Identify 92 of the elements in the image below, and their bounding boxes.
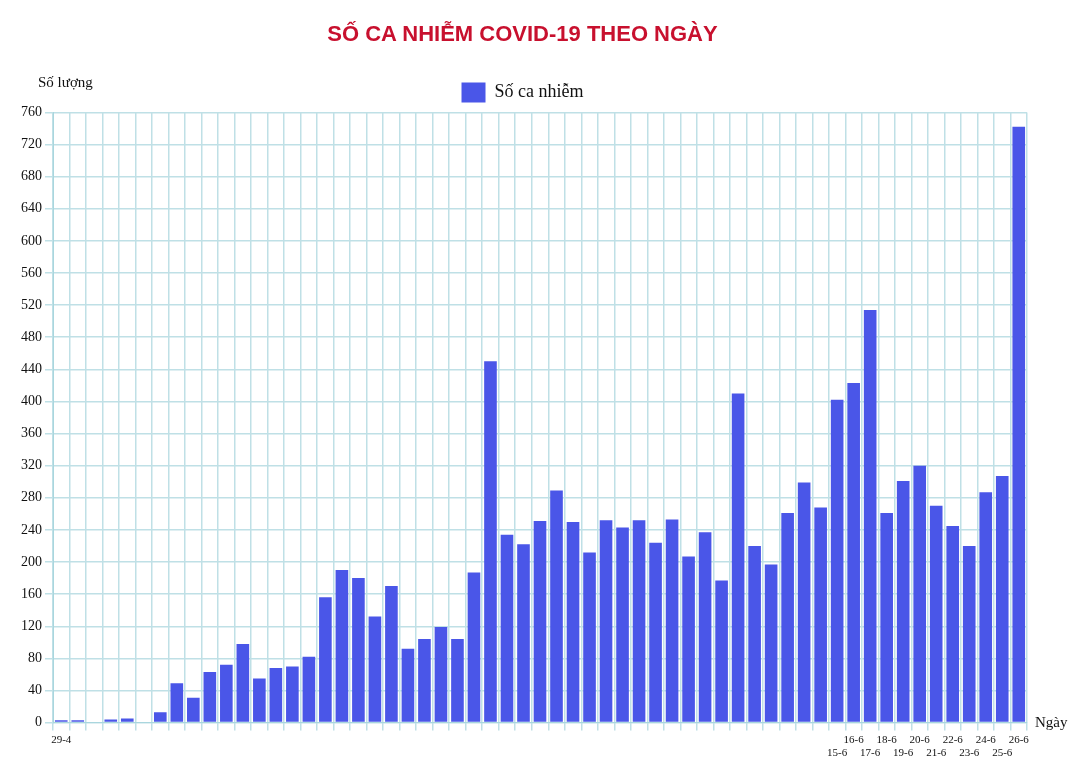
y-tick-label: 400 (21, 393, 42, 409)
y-tick-label: 680 (21, 168, 42, 184)
y-tick-label: 440 (21, 361, 42, 376)
bar (797, 482, 811, 722)
bar (533, 521, 547, 722)
bar (236, 643, 250, 722)
y-tick-label: 200 (21, 553, 42, 569)
y-tick-label: 360 (21, 425, 42, 441)
bar (764, 564, 778, 722)
y-tick-label: 480 (21, 328, 42, 344)
bar (187, 697, 200, 722)
y-tick-label: 280 (21, 489, 42, 505)
bar (781, 513, 794, 722)
bar (995, 476, 1009, 722)
bar (120, 718, 134, 722)
x-tick-label: 22-6 (942, 733, 964, 746)
y-tick-label: 240 (21, 521, 42, 537)
bar (731, 393, 745, 722)
y-tick-label: 320 (21, 457, 42, 473)
y-tick-label: 160 (21, 585, 42, 601)
y-tick-label: 640 (21, 200, 42, 216)
bar (286, 666, 299, 722)
y-tick-label: 720 (21, 136, 42, 152)
bar (451, 639, 464, 722)
bar (302, 656, 316, 722)
bar (698, 532, 712, 722)
bar (847, 382, 860, 722)
x-tick-label: 26-6 (1008, 733, 1030, 746)
bar (434, 627, 448, 722)
bar (170, 683, 184, 722)
bar (715, 580, 728, 722)
bar (153, 712, 167, 722)
y-axis-title: Số lượng (38, 73, 94, 90)
bar (104, 719, 118, 722)
legend-label: Số ca nhiễm (494, 81, 584, 102)
bar (863, 309, 877, 722)
bar (748, 545, 761, 722)
bar (335, 570, 349, 722)
x-tick-label: 29-4 (51, 733, 72, 746)
bar (682, 556, 695, 722)
bar (203, 672, 217, 722)
bar (220, 664, 233, 722)
bar (913, 465, 927, 722)
bar (929, 505, 943, 722)
bar (517, 544, 530, 722)
x-tick-label: 16-6 (843, 733, 865, 746)
bar (979, 492, 993, 722)
bar (880, 513, 893, 722)
bar (500, 534, 514, 722)
y-tick-label: 760 (21, 104, 42, 120)
y-tick-label: 520 (21, 296, 42, 312)
x-tick-label: 25-6 (992, 746, 1013, 759)
bar (814, 507, 827, 722)
bar (616, 527, 629, 722)
bar (352, 578, 365, 722)
x-tick-label: 21-6 (926, 746, 947, 759)
bar (830, 399, 844, 722)
bar (319, 597, 332, 722)
y-tick-label: 40 (28, 682, 42, 698)
bar (1012, 126, 1026, 722)
bar (632, 520, 646, 722)
bar (583, 552, 596, 722)
bar (550, 490, 563, 722)
x-tick-label: 15-6 (827, 746, 848, 759)
x-tick-label: 24-6 (975, 733, 997, 746)
chart-title: SỐ CA NHIỄM COVID-19 THEO NGÀY (327, 20, 718, 47)
x-tick-label: 18-6 (876, 733, 898, 746)
bar (368, 616, 382, 722)
x-tick-label: 19-6 (893, 746, 914, 759)
x-axis-title: Ngày (1035, 713, 1068, 730)
bar (484, 361, 497, 722)
y-tick-label: 600 (21, 232, 42, 248)
bar (665, 519, 679, 722)
bar (385, 586, 398, 722)
bar (401, 648, 415, 722)
bar (649, 542, 662, 722)
x-tick-label: 17-6 (860, 746, 881, 759)
bar (269, 668, 283, 722)
y-tick-label: 120 (21, 617, 42, 633)
y-tick-label: 560 (21, 264, 42, 280)
y-tick-label: 80 (28, 650, 42, 666)
bar (566, 521, 580, 722)
x-tick-label: 20-6 (909, 733, 931, 746)
bar (896, 480, 910, 722)
bar (467, 572, 481, 722)
bar (253, 678, 266, 722)
y-tick-label: 0 (35, 714, 42, 730)
bar (599, 520, 613, 722)
x-tick-label: 23-6 (959, 746, 980, 759)
bar (962, 545, 976, 722)
bar (418, 639, 431, 722)
bar (946, 525, 960, 722)
